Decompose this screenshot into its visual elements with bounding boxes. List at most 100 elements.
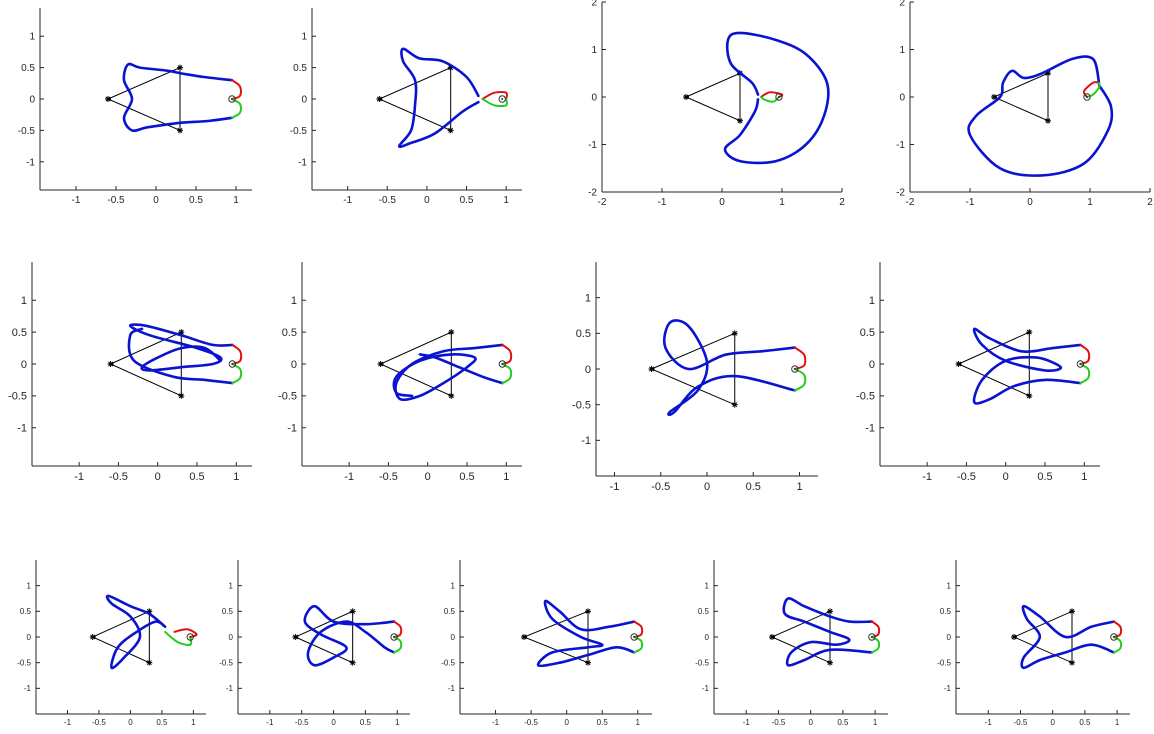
target-circle-marker <box>186 633 194 641</box>
x-tick-label: 0 <box>153 195 159 206</box>
red-segment <box>231 79 242 100</box>
target-circle-marker <box>498 95 506 103</box>
x-tick-label: -0.5 <box>772 718 786 727</box>
star-stroke <box>292 634 298 640</box>
x-tick-label: 0.5 <box>360 718 372 727</box>
star-stroke <box>1069 608 1075 614</box>
vertex-star-marker <box>585 608 591 615</box>
x-tick-label: 0 <box>331 718 336 727</box>
star-stroke <box>956 361 962 367</box>
y-tick-label: -1 <box>448 684 456 693</box>
star-stroke <box>1069 660 1075 666</box>
y-tick-label: -1 <box>298 157 307 168</box>
y-tick-label: 1 <box>451 581 456 590</box>
target-dot-marker <box>1079 363 1082 365</box>
y-tick-label: 0.5 <box>282 327 297 339</box>
x-tick-label: 0 <box>424 195 430 206</box>
star-stroke <box>769 634 775 640</box>
triangle-frame <box>379 331 452 397</box>
x-tick-label: 0.5 <box>189 195 203 206</box>
y-tick-label: 0.5 <box>293 63 307 74</box>
x-tick-label: 1 <box>779 197 785 208</box>
panel-13: -1 -0.5 0 0.5 1 -1 -0.5 0 0.5 1 <box>937 560 1130 727</box>
panel-2: -1 -0.5 0 0.5 1 -1 -0.5 0 0.5 1 <box>290 8 522 206</box>
x-tick-label: -1 <box>343 195 352 206</box>
x-tick-label: -1 <box>922 471 932 483</box>
vertex-star-marker <box>448 329 455 336</box>
curve-series <box>723 31 830 165</box>
star-stroke <box>737 118 743 124</box>
triangle-frame <box>106 66 181 132</box>
target-circle-marker <box>498 360 507 368</box>
green-segment <box>164 630 193 646</box>
x-tick-label: -0.5 <box>957 471 976 483</box>
vertex-star-marker <box>349 659 356 666</box>
star-stroke <box>827 608 833 614</box>
target-dot-marker <box>778 96 780 98</box>
star-stroke <box>1011 634 1017 640</box>
triangle-frame <box>109 331 182 397</box>
star-stroke <box>90 634 96 640</box>
x-tick-label: -1 <box>492 718 500 727</box>
y-tick-label: 0 <box>29 95 35 106</box>
y-tick-label: 2 <box>591 0 597 9</box>
green-segment <box>1086 81 1101 98</box>
y-tick-label: -1 <box>896 140 905 151</box>
panel-12: -1 -0.5 0 0.5 1 -1 -0.5 0 0.5 1 <box>695 560 888 727</box>
y-tick-label: -0.5 <box>278 391 297 403</box>
target-dot-marker <box>501 98 504 100</box>
vertex-star-marker <box>1069 659 1075 666</box>
x-tick-label: 0 <box>719 197 725 208</box>
y-tick-label: 0 <box>301 95 307 106</box>
x-tick-label: 0 <box>808 718 813 727</box>
target-circle-marker <box>390 633 398 641</box>
vertex-star-marker <box>1069 608 1075 615</box>
star-stroke <box>376 96 382 102</box>
curve-series <box>392 343 504 402</box>
y-tick-label: 0 <box>899 93 905 104</box>
y-tick-label: -1 <box>944 684 952 693</box>
vertex-star-marker <box>827 659 833 666</box>
y-tick-label: -0.5 <box>441 658 455 667</box>
x-tick-label: -1 <box>344 471 354 483</box>
panel-5: -1 -0.5 0 0.5 1 -1 -0.5 0 0.5 1 <box>8 262 252 483</box>
x-tick-label: -1 <box>658 197 667 208</box>
panel-11: -1 -0.5 0 0.5 1 -1 -0.5 0 0.5 1 <box>441 560 652 727</box>
green-segment <box>481 98 509 108</box>
star-stroke <box>827 660 833 666</box>
star-stroke <box>732 330 738 336</box>
y-tick-label: 0.5 <box>860 327 875 339</box>
vertex-star-marker <box>769 634 775 640</box>
vertex-star-marker <box>177 64 183 71</box>
y-tick-label: 0.5 <box>444 607 456 616</box>
x-tick-label: 0 <box>425 471 431 483</box>
target-circle-marker <box>791 365 799 373</box>
target-circle-marker <box>1076 360 1085 368</box>
y-tick-label: 1 <box>869 295 875 307</box>
target-circle-marker <box>775 93 783 101</box>
y-tick-label: 0 <box>451 633 456 642</box>
red-segment <box>870 620 881 638</box>
x-tick-label: 1 <box>1115 718 1120 727</box>
star-stroke <box>1045 118 1051 124</box>
y-tick-label: 1 <box>27 581 32 590</box>
x-tick-label: -2 <box>906 197 915 208</box>
x-tick-label: -1 <box>610 481 620 493</box>
vertex-star-marker <box>1026 329 1033 336</box>
red-segment <box>173 628 198 638</box>
vertex-star-marker <box>1045 117 1051 124</box>
x-tick-label: -1 <box>64 718 72 727</box>
star-stroke <box>732 402 738 408</box>
red-segment <box>760 91 784 98</box>
y-tick-label: -2 <box>588 188 597 199</box>
triangle-frame <box>957 331 1030 397</box>
red-segment <box>231 343 243 365</box>
vertex-star-marker <box>827 608 833 615</box>
y-tick-label: 0 <box>291 359 297 371</box>
vertex-star-marker <box>683 94 689 100</box>
green-segment <box>393 636 403 654</box>
x-tick-label: -1 <box>985 718 993 727</box>
y-tick-label: -0.5 <box>937 658 951 667</box>
curve-series <box>418 353 504 385</box>
